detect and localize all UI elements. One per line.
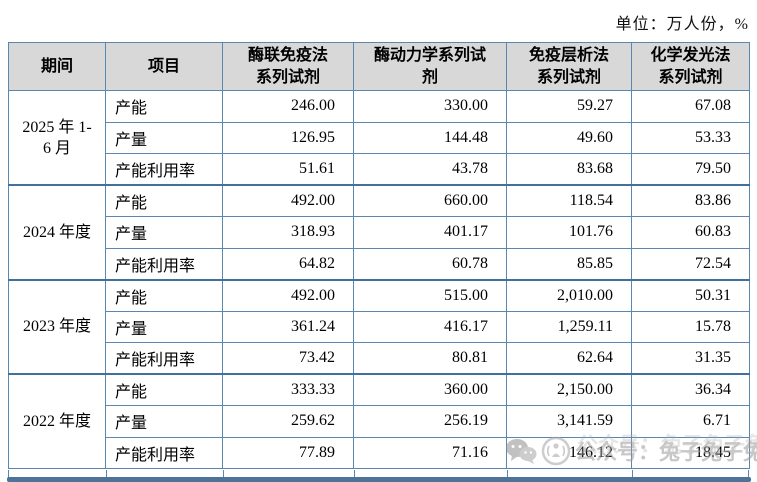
- header-label: 酶联免疫法: [247, 46, 328, 64]
- table-row: 2022 年度 产能 333.33 360.00 2,150.00 36.34: [8, 373, 750, 469]
- unit-label: 单位：万人份，%: [615, 16, 749, 33]
- header-label: 项目: [147, 57, 180, 75]
- header-label: 酶动力学系列试: [373, 46, 486, 64]
- item-cell: 产能: [105, 90, 223, 123]
- value-cell: 36.34: [631, 373, 750, 406]
- value-cell: 1,259.11: [506, 310, 632, 343]
- period-cell: 2024 年度: [8, 184, 106, 280]
- header-row: 期间 项目 酶联免疫法 系列试剂 酶动力学系列试 剂 免疫层析法 系列试: [8, 42, 750, 91]
- partial-next-row: [8, 470, 749, 478]
- value-cell: 50.31: [631, 278, 750, 312]
- value-cell: 2,010.00: [506, 278, 632, 312]
- value-cell: 401.17: [353, 216, 507, 249]
- value-cell: 53.33: [631, 121, 750, 154]
- value-cell: 64.82: [222, 247, 354, 280]
- value-cell: 43.78: [353, 153, 507, 186]
- value-cell: 318.93: [222, 216, 354, 249]
- table-row: 产能利用率 51.61 43.78 83.68 79.50: [9, 153, 750, 186]
- value-cell: 146.12: [506, 436, 632, 469]
- table-row: 产量 259.62 256.19 3,141.59 6.71: [9, 405, 750, 438]
- value-cell: 51.61: [222, 153, 354, 186]
- value-cell: 144.48: [353, 121, 507, 154]
- value-cell: 330.00: [353, 90, 507, 123]
- value-cell: 59.27: [506, 90, 632, 123]
- value-cell: 31.35: [631, 342, 750, 375]
- table-bottom-edge: [7, 477, 751, 482]
- period-cell: 2023 年度: [8, 278, 106, 375]
- period-cell: 2025 年 1- 6 月: [8, 90, 106, 186]
- value-cell: 246.00: [222, 90, 354, 123]
- table-row: 产量 126.95 144.48 49.60 53.33: [9, 121, 750, 154]
- header-label: 化学发光法: [650, 46, 731, 64]
- item-cell: 产能利用率: [105, 436, 223, 469]
- value-cell: 79.50: [631, 153, 750, 186]
- value-cell: 3,141.59: [506, 405, 632, 438]
- table-row: 2023 年度 产能 492.00 515.00 2,010.00 50.31: [8, 278, 750, 375]
- item-cell: 产能: [105, 278, 223, 312]
- value-cell: 416.17: [353, 310, 507, 343]
- col-header-period: 期间: [8, 42, 106, 91]
- value-cell: 361.24: [222, 310, 354, 343]
- item-cell: 产能: [105, 184, 223, 217]
- item-cell: 产量: [105, 121, 223, 154]
- value-cell: 259.62: [222, 405, 354, 438]
- value-cell: 18.45: [631, 436, 750, 469]
- value-cell: 15.78: [631, 310, 750, 343]
- table-row: 产能利用率 77.89 71.16 146.12 18.45: [9, 436, 750, 469]
- value-cell: 49.60: [506, 121, 632, 154]
- value-cell: 6.71: [631, 405, 750, 438]
- item-cell: 产能利用率: [105, 342, 223, 375]
- value-cell: 60.78: [353, 247, 507, 280]
- item-cell: 产量: [105, 216, 223, 249]
- col-header-elisa: 酶联免疫法 系列试剂: [222, 42, 354, 91]
- table-row: 产能利用率 64.82 60.78 85.85 72.54: [9, 247, 750, 280]
- table-row: 2025 年 1- 6 月 产能 246.00 330.00 59.27 67.…: [8, 90, 750, 186]
- item-cell: 产量: [105, 310, 223, 343]
- table-row: 产能利用率 73.42 80.81 62.64 31.35: [9, 342, 750, 375]
- value-cell: 73.42: [222, 342, 354, 375]
- value-cell: 660.00: [353, 184, 507, 217]
- table-row: 产量 318.93 401.17 101.76 60.83: [9, 216, 750, 249]
- value-cell: 118.54: [506, 184, 632, 217]
- col-header-chemiluminescence: 化学发光法 系列试剂: [631, 42, 750, 91]
- value-cell: 101.76: [506, 216, 632, 249]
- item-cell: 产量: [105, 405, 223, 438]
- value-cell: 515.00: [353, 278, 507, 312]
- col-header-enzyme-kinetics: 酶动力学系列试 剂: [353, 42, 507, 91]
- value-cell: 83.86: [631, 184, 750, 217]
- value-cell: 60.83: [631, 216, 750, 249]
- value-cell: 85.85: [506, 247, 632, 280]
- value-cell: 360.00: [353, 373, 507, 406]
- value-cell: 71.16: [353, 436, 507, 469]
- value-cell: 67.08: [631, 90, 750, 123]
- header-label: 免疫层析法: [528, 46, 609, 64]
- col-header-item: 项目: [105, 42, 223, 91]
- value-cell: 80.81: [353, 342, 507, 375]
- col-header-immunochromatography: 免疫层析法 系列试剂: [506, 42, 632, 91]
- value-cell: 492.00: [222, 184, 354, 217]
- item-cell: 产能利用率: [105, 247, 223, 280]
- table-row: 产量 361.24 416.17 1,259.11 15.78: [9, 310, 750, 343]
- value-cell: 2,150.00: [506, 373, 632, 406]
- value-cell: 492.00: [222, 278, 354, 312]
- value-cell: 83.68: [506, 153, 632, 186]
- table-row: 2024 年度 产能 492.00 660.00 118.54 83.86: [8, 184, 750, 280]
- capacity-utilization-table: 期间 项目 酶联免疫法 系列试剂 酶动力学系列试 剂 免疫层析法 系列试: [8, 42, 750, 469]
- header-label: 期间: [40, 57, 73, 75]
- value-cell: 62.64: [506, 342, 632, 375]
- item-cell: 产能: [105, 373, 223, 406]
- period-cell: 2022 年度: [8, 373, 106, 469]
- item-cell: 产能利用率: [105, 153, 223, 186]
- value-cell: 333.33: [222, 373, 354, 406]
- value-cell: 72.54: [631, 247, 750, 280]
- value-cell: 256.19: [353, 405, 507, 438]
- value-cell: 77.89: [222, 436, 354, 469]
- value-cell: 126.95: [222, 121, 354, 154]
